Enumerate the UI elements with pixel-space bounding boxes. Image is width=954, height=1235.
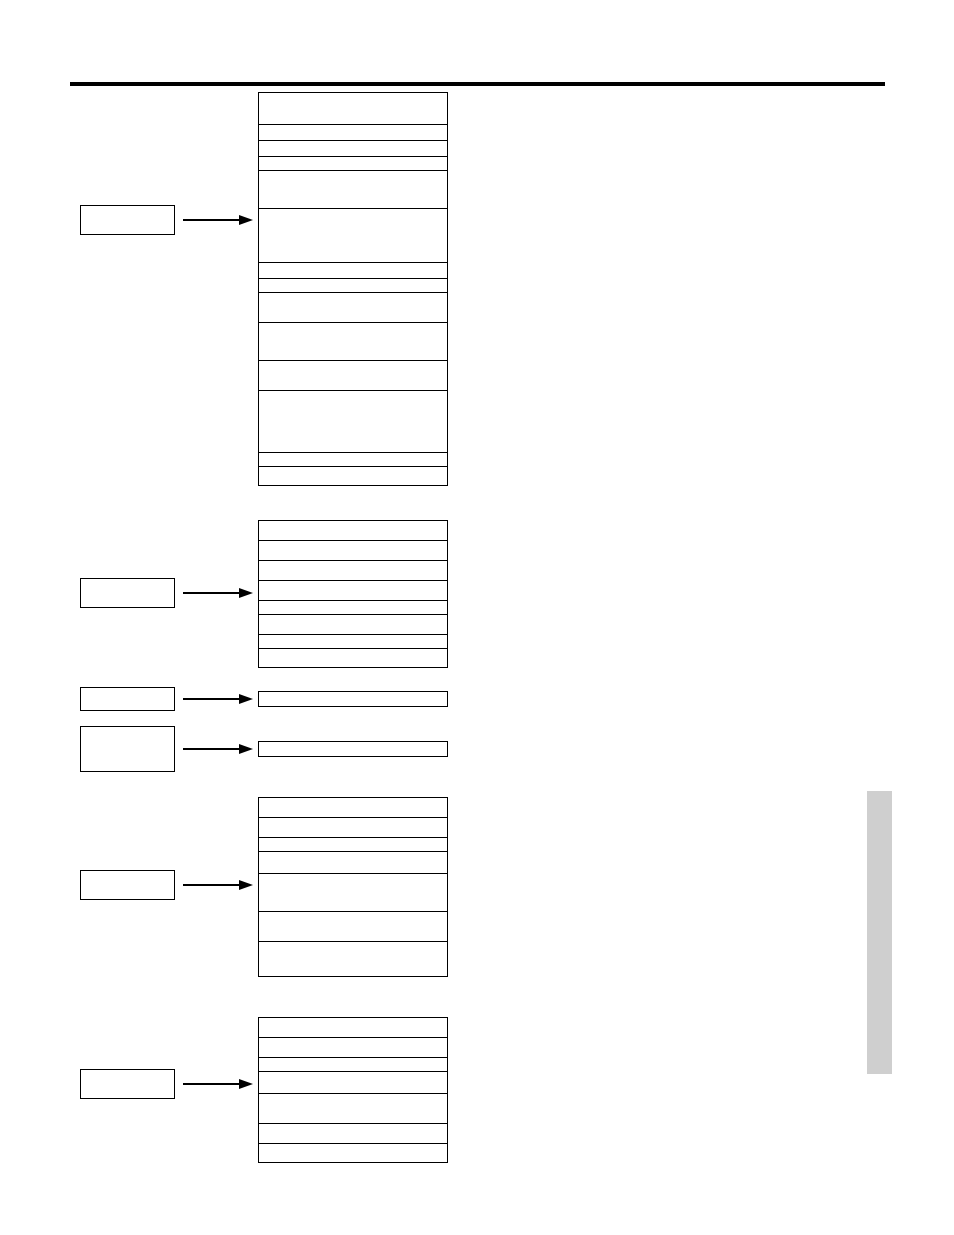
arrow-g6 (0, 0, 954, 1235)
